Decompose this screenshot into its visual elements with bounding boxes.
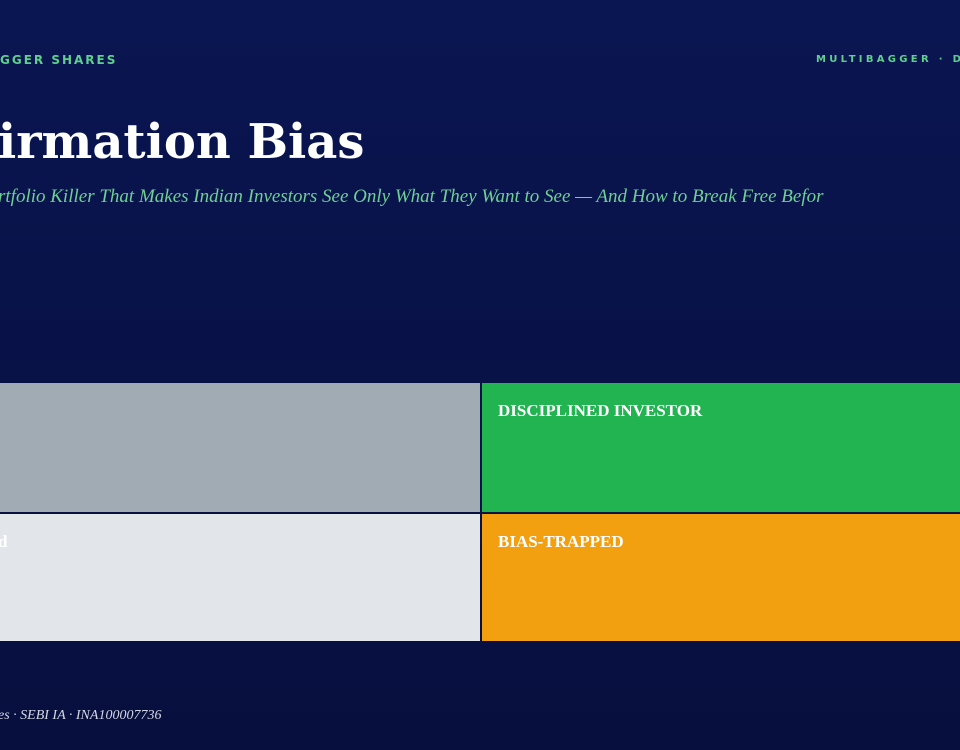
subtitle: rtfolio Killer That Makes Indian Investo…: [0, 186, 824, 207]
brand-label-right: MULTIBAGGER · D: [816, 54, 960, 65]
matrix-cell: DISCIPLINED INVESTOR: [482, 383, 960, 512]
matrix-cell: [0, 383, 480, 512]
footer: es · SEBI IA · INA100007736: [0, 708, 162, 723]
brand-label: GGER SHARES: [0, 53, 118, 67]
cell-label: DISCIPLINED INVESTOR: [498, 401, 703, 420]
cell-label: BIAS-TRAPPED: [498, 532, 624, 551]
matrix-cell: d: [0, 514, 480, 641]
matrix-cell: BIAS-TRAPPED: [482, 514, 960, 641]
title: irmation Bias: [0, 114, 365, 170]
cell-label: d: [0, 532, 8, 551]
